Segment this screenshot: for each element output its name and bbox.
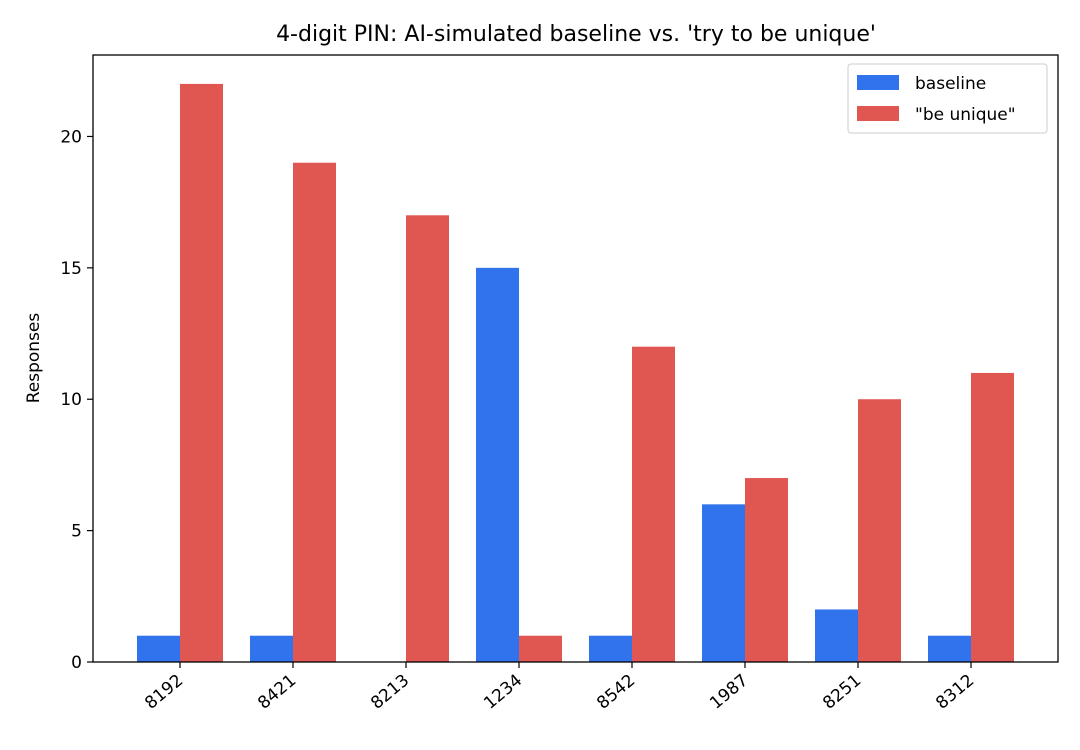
y-tick-label: 5 [71, 522, 82, 542]
x-axis: 8192 8421 8213 1234 8542 1987 8251 8312 [141, 662, 978, 714]
y-axis-label: Responses [24, 313, 44, 404]
chart-title: 4-digit PIN: AI-simulated baseline vs. '… [276, 22, 876, 47]
bar-be-unique-8213 [406, 215, 449, 662]
bar-baseline-8421 [250, 635, 293, 662]
y-axis: 0 5 10 15 20 [60, 127, 93, 673]
bars-group [137, 83, 1014, 662]
x-tick-label-1234: 1234 [480, 671, 526, 714]
bar-be-unique-8542 [632, 346, 675, 662]
legend-swatch-be-unique [857, 106, 899, 121]
x-tick-label-8251: 8251 [819, 671, 865, 714]
bar-be-unique-1987 [745, 478, 788, 662]
bar-baseline-8312 [928, 635, 971, 662]
bar-be-unique-1234 [519, 635, 562, 662]
x-tick-label-8542: 8542 [593, 671, 639, 714]
y-tick-label: 0 [71, 653, 82, 673]
x-tick-label-1987: 1987 [706, 671, 752, 714]
bar-baseline-8192 [137, 635, 180, 662]
legend-label-baseline: baseline [915, 74, 986, 94]
legend-label-be-unique: "be unique" [915, 105, 1016, 125]
plot-frame [92, 54, 1059, 663]
legend-swatch-baseline [857, 75, 899, 90]
legend: baseline "be unique" [847, 63, 1048, 134]
bar-be-unique-8312 [971, 372, 1014, 662]
bar-baseline-8251 [815, 609, 858, 662]
x-tick-label-8312: 8312 [932, 671, 978, 714]
x-tick-label-8421: 8421 [254, 671, 300, 714]
bar-baseline-1234 [476, 267, 519, 662]
y-tick-label: 20 [60, 127, 82, 147]
bar-be-unique-8421 [293, 162, 336, 662]
x-tick-label-8213: 8213 [367, 671, 413, 714]
y-tick-label: 10 [60, 390, 82, 410]
x-tick-label-8192: 8192 [141, 671, 187, 714]
y-tick-label: 15 [60, 259, 82, 279]
bar-be-unique-8251 [858, 399, 901, 662]
bar-baseline-1987 [702, 504, 745, 662]
bar-baseline-8542 [589, 635, 632, 662]
bar-be-unique-8192 [180, 83, 223, 662]
